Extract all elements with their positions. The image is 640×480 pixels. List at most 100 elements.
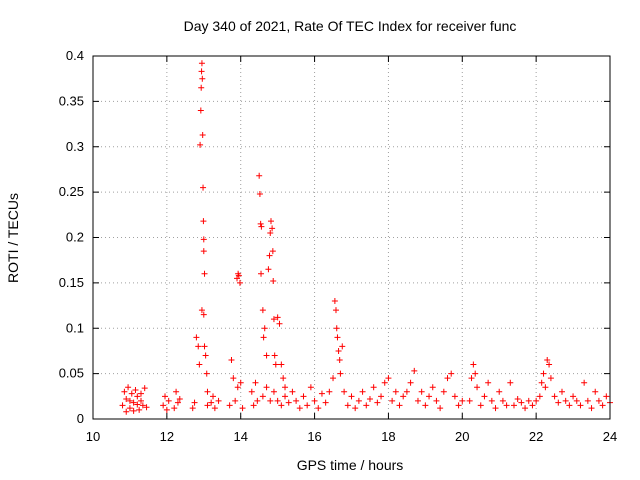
data-point (333, 325, 340, 332)
data-point (260, 334, 267, 341)
data-point (198, 68, 205, 75)
data-point (414, 397, 421, 404)
data-point (123, 408, 130, 415)
data-point (470, 361, 477, 368)
data-point (257, 220, 264, 227)
data-point (128, 390, 135, 397)
data-point (285, 399, 292, 406)
x-tick-label: 10 (86, 429, 100, 444)
data-point (203, 370, 210, 377)
data-point (267, 229, 274, 236)
data-point (592, 388, 599, 395)
data-point (522, 405, 529, 412)
data-point (378, 393, 385, 400)
data-point (437, 405, 444, 412)
data-point (200, 311, 207, 318)
data-point (201, 343, 208, 350)
data-point (200, 184, 207, 191)
y-tick-label: 0.3 (66, 139, 84, 154)
y-tick-label: 0.15 (59, 275, 84, 290)
data-point (448, 370, 455, 377)
data-point (254, 397, 261, 404)
data-point (296, 405, 303, 412)
data-point (165, 397, 172, 404)
data-point (514, 396, 521, 403)
data-point (363, 402, 370, 409)
data-point (230, 375, 237, 382)
x-tick-label: 14 (233, 429, 247, 444)
data-point (588, 405, 595, 412)
data-point (433, 397, 440, 404)
data-point (381, 379, 388, 386)
data-point (239, 405, 246, 412)
data-point (558, 388, 565, 395)
x-tick-label: 24 (603, 429, 617, 444)
data-point (385, 375, 392, 382)
data-point (348, 393, 355, 400)
data-point (570, 393, 577, 400)
data-point (344, 402, 351, 409)
data-point (248, 388, 255, 395)
data-point (542, 384, 549, 391)
data-point (226, 402, 233, 409)
data-point (374, 399, 381, 406)
data-point (577, 402, 584, 409)
data-point (265, 266, 272, 273)
data-point (566, 402, 573, 409)
y-tick-label: 0.2 (66, 230, 84, 245)
data-point (503, 402, 510, 409)
data-point (341, 388, 348, 395)
data-point (573, 397, 580, 404)
y-tick-label: 0.1 (66, 320, 84, 335)
data-point (134, 393, 141, 400)
data-point (477, 402, 484, 409)
data-point (389, 397, 396, 404)
data-point (538, 379, 545, 386)
data-point (468, 375, 475, 382)
data-point (499, 397, 506, 404)
data-point (130, 399, 137, 406)
data-point (551, 393, 558, 400)
data-point (282, 384, 289, 391)
data-point (444, 375, 451, 382)
axis-ticks: 10 12 14 16 18 20 22 24 0 0.05 0.1 0.15 0.2 0.25 0.3 0.… (59, 48, 618, 444)
data-point (400, 393, 407, 400)
data-point (359, 388, 366, 395)
data-point (540, 370, 547, 377)
grid (93, 56, 610, 419)
data-point (201, 270, 208, 277)
data-point (311, 397, 318, 404)
data-point (176, 396, 183, 403)
data-point (199, 131, 206, 138)
data-point (496, 388, 503, 395)
data-point (335, 347, 342, 354)
data-point (263, 352, 270, 359)
data-point (422, 402, 429, 409)
data-point (533, 397, 540, 404)
data-point (544, 357, 551, 364)
data-point (278, 361, 285, 368)
data-point (263, 384, 270, 391)
data-point (331, 298, 338, 305)
data-point (143, 404, 150, 411)
data-point (202, 352, 209, 359)
data-point (322, 399, 329, 406)
data-point (595, 397, 602, 404)
data-point (336, 357, 343, 364)
plot-frame (92, 55, 611, 420)
data-point (208, 399, 215, 406)
data-point (337, 370, 344, 377)
data-point (599, 402, 606, 409)
data-point (266, 252, 273, 259)
data-point (132, 386, 139, 393)
data-point (278, 402, 285, 409)
data-point (236, 279, 243, 286)
data-point (199, 75, 206, 82)
y-tick-label: 0.25 (59, 184, 84, 199)
chart-title: Day 340 of 2021, Rate Of TEC Index for r… (184, 18, 517, 34)
data-point (293, 397, 300, 404)
data-point (429, 384, 436, 391)
data-point (392, 388, 399, 395)
data-point (466, 397, 473, 404)
data-point (126, 397, 133, 404)
